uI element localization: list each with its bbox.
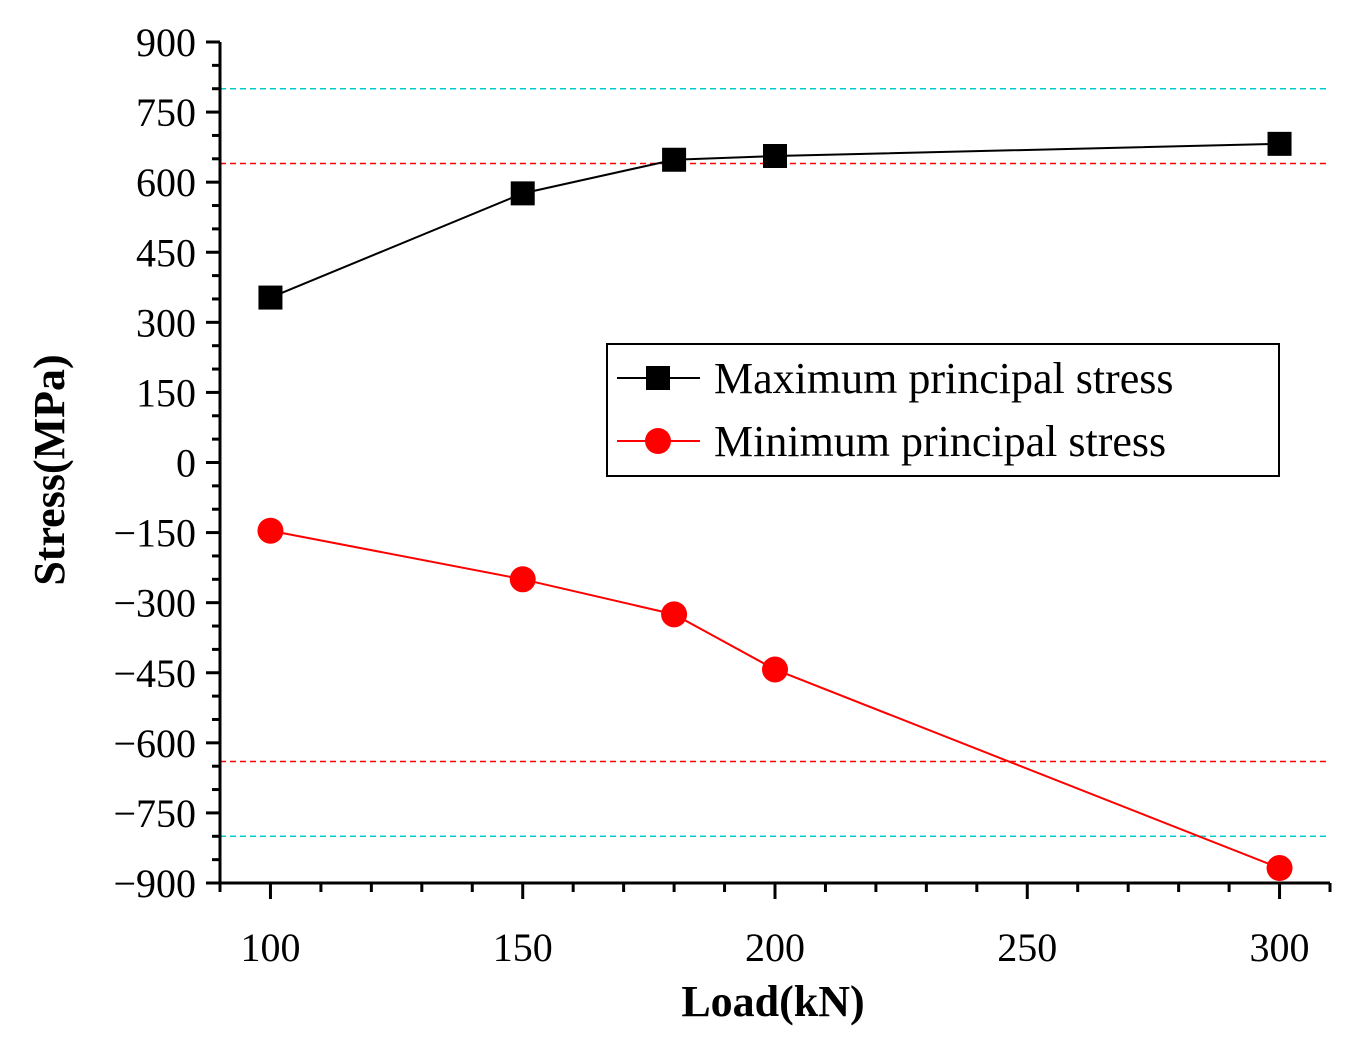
x-tick-label: 150 [493,925,553,970]
y-tick-label: 150 [136,370,196,415]
min-stress-point [762,656,788,683]
series-layer [257,131,1293,882]
y-tick-label: −450 [113,651,196,696]
y-tick-label: 900 [136,20,196,65]
min-stress-point [257,517,284,544]
y-tick-label: 300 [136,300,196,345]
max-stress-point [662,147,687,172]
y-tick-label: −900 [113,861,196,906]
min-stress-point [509,566,536,593]
reference-lines [220,87,1330,838]
legend-label-min: Minimum principal stress [714,417,1166,466]
max-stress-point [258,285,283,310]
y-tick-label: 750 [136,90,196,135]
x-tick-label: 300 [1250,925,1310,970]
x-tick-label: 100 [240,925,300,970]
legend-marker-max [646,366,670,390]
legend: Maximum principal stress Minimum princip… [606,343,1280,477]
x-tick-label: 200 [745,925,805,970]
series-line-1 [270,529,1280,869]
y-tick-label: −600 [113,721,196,766]
y-tick-label: −150 [113,511,196,556]
x-axis-ticks: 100 150 200 250 300 [218,883,1332,970]
y-axis-title: Stress(MPa) [25,354,74,585]
legend-marker-min [645,428,671,454]
max-stress-point [510,181,535,206]
y-tick-label: 600 [136,160,196,205]
y-tick-label: −750 [113,791,196,836]
max-stress-point [763,144,787,169]
legend-box [606,343,1280,477]
y-tick-label: 0 [176,441,196,486]
min-stress-point [1266,855,1293,882]
legend-label-max: Maximum principal stress [714,354,1174,403]
x-axis-title: Load(kN) [681,977,864,1026]
y-tick-label: −300 [113,581,196,626]
x-tick-label: 250 [997,925,1057,970]
max-stress-point [1267,131,1292,156]
min-stress-point [661,601,688,628]
y-axis-ticks: −900 −750 −600 −450 −300 −150 0 150 300 450 600 750… [113,20,220,906]
y-tick-label: 450 [136,230,196,275]
